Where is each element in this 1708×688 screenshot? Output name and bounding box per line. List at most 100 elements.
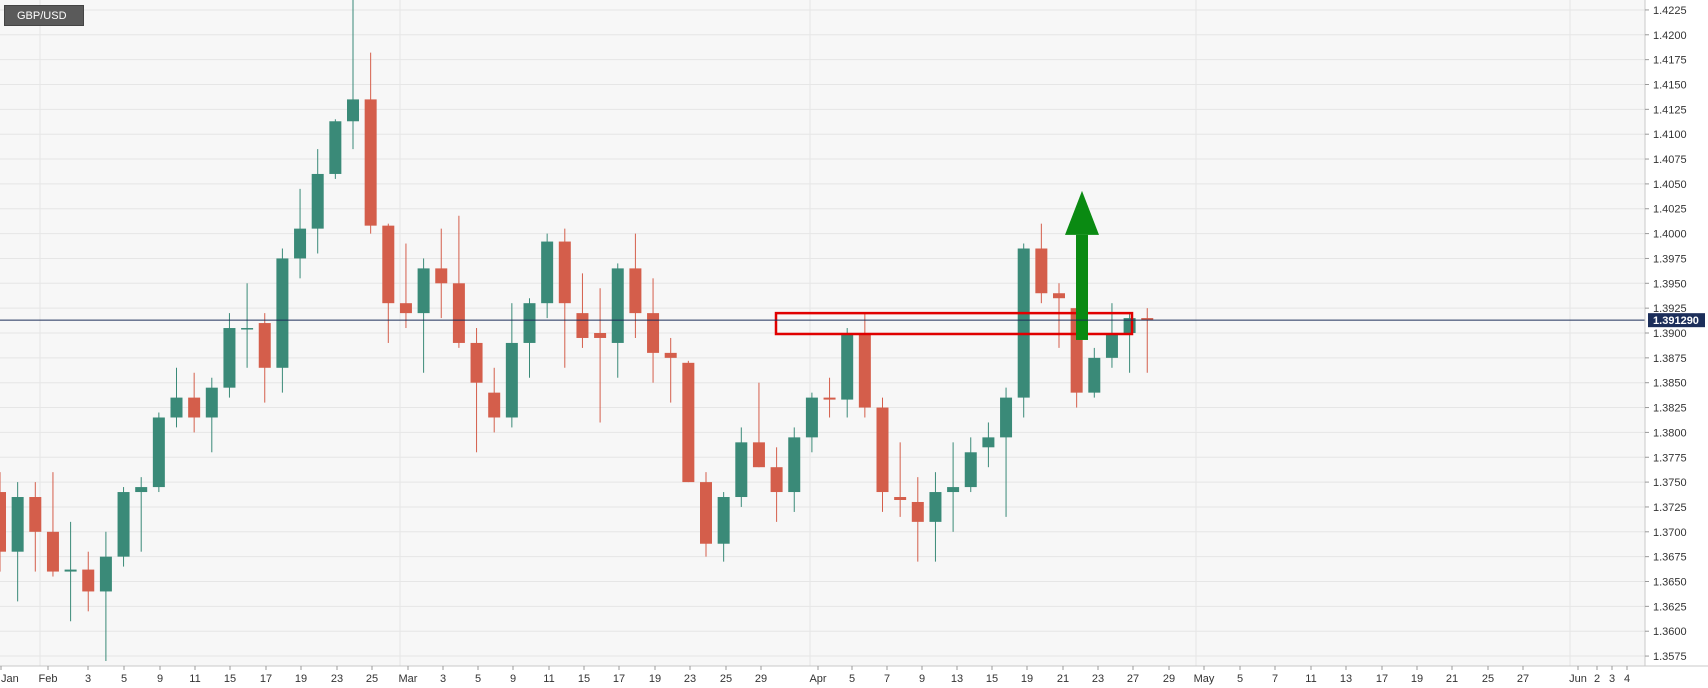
x-tick-label: May xyxy=(1194,673,1215,685)
candle xyxy=(523,298,536,378)
x-tick-label: 5 xyxy=(1237,673,1243,685)
candle xyxy=(1088,347,1101,398)
symbol-label: GBP/USD xyxy=(4,5,84,26)
candle xyxy=(64,521,77,622)
candle-body xyxy=(523,303,536,343)
x-tick-label: 29 xyxy=(755,673,767,685)
y-tick-label: 1.3775 xyxy=(1653,452,1687,464)
y-tick-label: 1.4000 xyxy=(1653,229,1687,241)
candle-body xyxy=(276,258,289,368)
y-tick-label: 1.4225 xyxy=(1653,5,1687,17)
candle xyxy=(99,531,112,662)
y-tick-label: 1.3900 xyxy=(1653,328,1687,340)
candle xyxy=(1035,223,1048,304)
x-tick-label: 27 xyxy=(1517,673,1529,685)
candle xyxy=(488,367,501,433)
candle xyxy=(82,551,95,612)
candle xyxy=(505,303,518,428)
x-tick-label: Feb xyxy=(39,673,58,685)
candle-body xyxy=(1141,318,1154,321)
candle-body xyxy=(770,467,783,493)
candle xyxy=(46,472,59,577)
candle xyxy=(664,337,677,403)
x-tick-label: Apr xyxy=(809,673,826,685)
x-tick-label: 23 xyxy=(331,673,343,685)
resistance-box xyxy=(774,311,1134,336)
candle xyxy=(347,0,359,150)
y-tick-label: 1.3975 xyxy=(1653,253,1687,265)
candle-body xyxy=(735,442,748,498)
y-tick-label: 1.3875 xyxy=(1653,353,1687,365)
y-tick-label: 1.3625 xyxy=(1653,601,1687,613)
candle-body xyxy=(311,173,324,229)
candle xyxy=(1017,243,1030,418)
x-tick-label: 9 xyxy=(510,673,516,685)
candle xyxy=(947,442,960,532)
candle-body xyxy=(188,397,201,418)
price-axis[interactable]: 1.3575 1.3600 1.3625 1.3650 1.3675 1.3700 1.37… xyxy=(1645,5,1687,663)
x-tick-label: 17 xyxy=(613,673,625,685)
candle xyxy=(135,477,148,552)
x-tick-label: 21 xyxy=(1057,673,1069,685)
candle-body xyxy=(894,497,907,500)
candle xyxy=(188,372,201,433)
x-tick-label: 19 xyxy=(649,673,661,685)
candle-body xyxy=(858,333,871,408)
candle-body xyxy=(594,333,607,338)
x-tick-label: 2 xyxy=(1594,673,1600,685)
candle-body xyxy=(0,492,6,552)
candle-body xyxy=(682,362,695,483)
y-tick-label: 1.3850 xyxy=(1653,378,1687,390)
x-tick-label: 5 xyxy=(475,673,481,685)
y-tick-label: 1.4050 xyxy=(1653,179,1687,191)
candle-body xyxy=(947,487,960,493)
candle xyxy=(576,273,589,348)
candle xyxy=(788,427,801,512)
candle xyxy=(964,437,977,493)
candle xyxy=(117,487,130,567)
x-tick-label: Mar xyxy=(399,673,418,685)
candle-body xyxy=(788,437,801,493)
candle xyxy=(170,367,183,428)
candle xyxy=(152,412,165,493)
bullish-arrow-shaft xyxy=(1076,234,1088,340)
candle-body xyxy=(470,342,483,383)
candle xyxy=(1053,283,1065,348)
candle xyxy=(29,482,42,572)
y-tick-label: 1.3750 xyxy=(1653,477,1687,489)
candle-body xyxy=(29,497,42,532)
candle xyxy=(452,215,465,348)
y-tick-label: 1.4100 xyxy=(1653,129,1687,141)
candle xyxy=(294,188,307,279)
candle-body xyxy=(541,241,554,304)
candle xyxy=(399,243,412,329)
candle-body xyxy=(82,569,95,592)
y-tick-label: 1.4075 xyxy=(1653,154,1687,166)
candle xyxy=(11,482,24,602)
x-tick-label: 9 xyxy=(919,673,925,685)
time-axis[interactable]: Jan Feb 3 5 9 11 15 17 19 23 25 Mar 3 5 9 11 15 17 19 23 25 2… xyxy=(0,666,1630,685)
y-tick-label: 1.3675 xyxy=(1653,552,1687,564)
x-tick-label: 23 xyxy=(1092,673,1104,685)
candle-body xyxy=(841,333,854,400)
candle-body xyxy=(929,492,942,522)
candle xyxy=(841,328,854,418)
x-tick-label: 29 xyxy=(1163,673,1175,685)
candle-body xyxy=(152,417,165,488)
candle-body xyxy=(64,569,77,572)
candle-body xyxy=(1088,357,1101,393)
candle xyxy=(382,223,395,343)
candle xyxy=(241,283,254,368)
candle xyxy=(735,427,748,507)
candle xyxy=(541,233,554,319)
candle-body xyxy=(964,452,977,488)
candle-body xyxy=(258,323,271,368)
candle xyxy=(258,313,271,403)
x-tick-label: 11 xyxy=(1305,673,1316,685)
current-price-badge-bg xyxy=(1648,313,1705,328)
candle-body xyxy=(805,397,818,438)
candle xyxy=(752,382,765,468)
candle xyxy=(558,228,571,368)
candle-body xyxy=(452,283,465,343)
